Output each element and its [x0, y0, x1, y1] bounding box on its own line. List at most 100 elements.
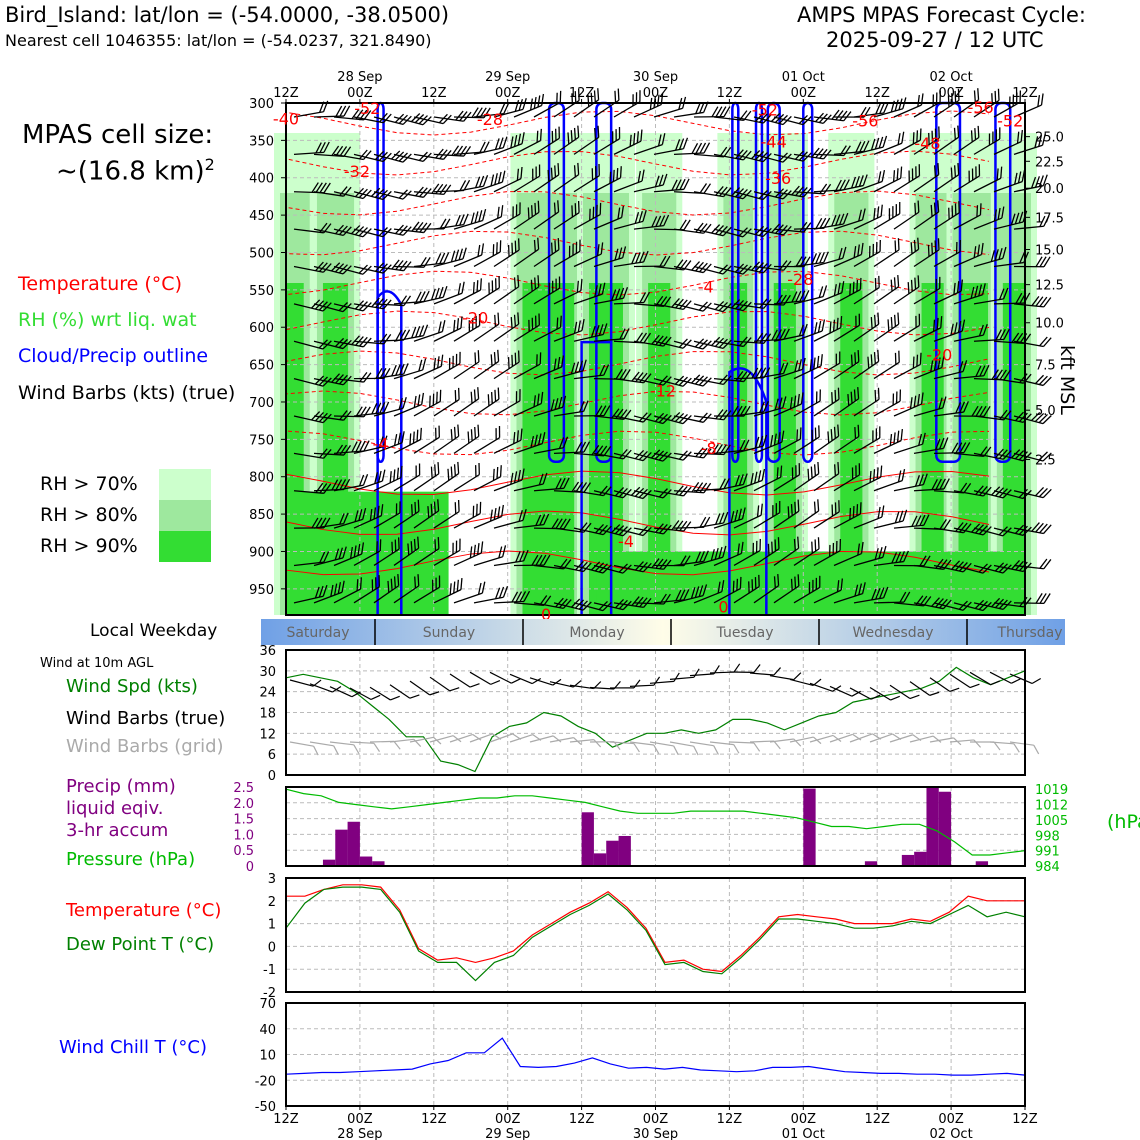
barb-flag — [935, 478, 942, 490]
temperature-contour-label: -36 — [765, 169, 791, 188]
barb-shaft — [373, 442, 403, 454]
barb-shaft — [573, 564, 604, 574]
barb-flag — [751, 261, 761, 271]
barb-shaft — [873, 520, 904, 529]
precip-bar — [581, 812, 594, 866]
barb-shaft — [393, 228, 424, 234]
barb-flag — [383, 334, 392, 345]
barb-shaft — [293, 303, 324, 312]
wind-barb — [473, 426, 501, 454]
barb-flag — [642, 209, 647, 222]
cell-size-label: MPAS cell size: — [22, 120, 214, 150]
temperature-contour — [285, 150, 990, 176]
barb-shaft — [513, 523, 544, 529]
barb-shaft — [769, 675, 794, 681]
barb-flag — [460, 316, 463, 329]
barb-flag — [802, 323, 808, 336]
barb-flag — [941, 355, 945, 368]
barb-flag — [431, 183, 440, 194]
barb-flag — [562, 395, 567, 408]
barb-flag — [534, 434, 538, 447]
barb-shaft — [333, 518, 363, 529]
barb-flag — [623, 369, 631, 380]
wind-barb — [1013, 411, 1052, 425]
barb-flag — [1043, 593, 1051, 604]
barb-flag — [723, 147, 732, 158]
barb-shaft — [953, 564, 984, 574]
barb-flag — [662, 173, 668, 186]
barb-shaft — [853, 146, 884, 156]
barb-shaft — [293, 340, 324, 350]
barb-flag — [703, 142, 711, 154]
barb-flag — [557, 163, 560, 175]
barb-shaft — [413, 365, 442, 380]
barb-flag — [814, 539, 817, 552]
barb-flag — [758, 574, 760, 587]
barb-flag — [953, 282, 956, 295]
wind-barb — [553, 318, 585, 342]
wind-barb — [473, 465, 502, 492]
barb-flag — [582, 562, 592, 572]
barb-flag — [823, 251, 829, 263]
barb-flag — [856, 279, 859, 292]
barb-flag — [937, 238, 940, 250]
barb-flag — [935, 438, 941, 450]
barb-shaft — [973, 217, 1003, 230]
barb-flag — [389, 471, 392, 483]
barb-flag — [499, 240, 502, 253]
barb-flag — [702, 263, 712, 274]
legend-cloud: Cloud/Precip outline — [18, 345, 209, 367]
barb-flag — [983, 364, 990, 377]
surface-barb-true — [969, 671, 1001, 686]
barb-flag — [439, 252, 446, 264]
barb-flag — [409, 694, 420, 699]
barb-flag — [339, 479, 347, 490]
barb-flag — [531, 677, 542, 685]
wind-barb — [393, 499, 420, 529]
barb-flag — [675, 298, 684, 309]
wind-barb — [933, 163, 960, 193]
barb-shaft — [913, 366, 943, 380]
barb-shaft — [733, 191, 764, 201]
barb-flag — [313, 745, 319, 756]
barb-flag — [739, 149, 748, 160]
wind-barb — [793, 319, 826, 342]
barb-flag — [417, 394, 421, 407]
barb-flag — [790, 504, 793, 516]
wind-barb — [853, 204, 883, 230]
barb-flag — [1013, 743, 1020, 753]
pressure-tick-label: 991 — [1035, 845, 1060, 860]
barb-flag — [683, 178, 690, 190]
barb-shaft — [293, 151, 324, 156]
wind-barb — [933, 279, 963, 305]
wind-barb — [413, 499, 440, 529]
barb-shaft — [393, 191, 424, 198]
barb-shaft — [333, 484, 364, 492]
temperature-contour-label: -52 — [752, 100, 778, 119]
barb-flag — [723, 478, 730, 490]
barb-flag — [477, 543, 480, 555]
barb-shaft — [713, 483, 744, 492]
barb-flag — [497, 206, 500, 219]
barb-shaft — [833, 324, 860, 342]
barb-flag — [883, 101, 889, 114]
barb-flag — [331, 479, 339, 491]
barb-flag — [499, 103, 506, 115]
barb-flag — [635, 252, 641, 264]
barb-flag — [413, 395, 417, 408]
temperature-contour-label: 0 — [718, 598, 728, 617]
barb-flag — [731, 405, 739, 417]
barb-shaft — [493, 600, 524, 604]
barb-flag — [855, 141, 862, 153]
barb-flag — [597, 125, 600, 138]
barb-flag — [519, 389, 521, 401]
barb-flag — [430, 466, 433, 479]
barb-flag — [1037, 95, 1041, 107]
wind-barb — [393, 324, 429, 342]
barb-shaft — [973, 415, 1004, 421]
wind-barb — [753, 430, 785, 454]
barb-flag — [598, 324, 604, 336]
barb-flag — [915, 315, 917, 328]
barb-flag — [899, 389, 902, 402]
barb-flag — [735, 371, 744, 382]
